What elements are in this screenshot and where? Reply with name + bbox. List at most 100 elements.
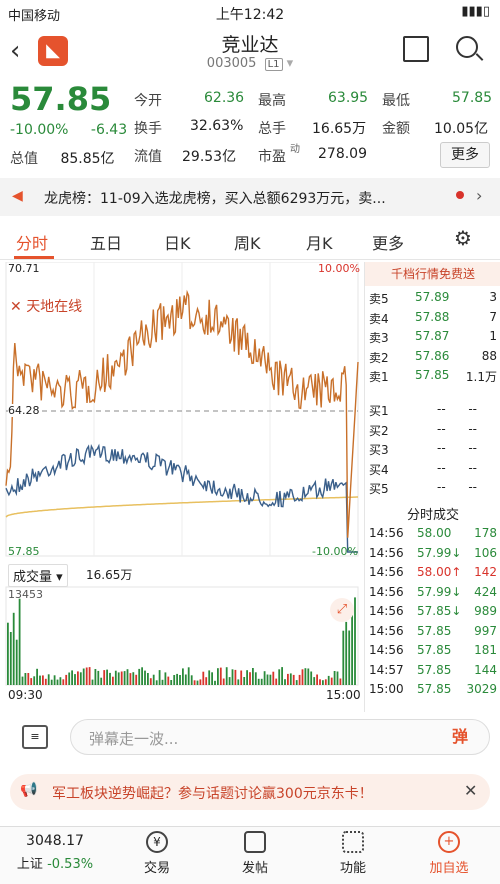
field-label: 金额 [382,121,410,137]
volume-bar [24,673,27,685]
cell-price: 57.85 [417,682,452,696]
price-line [5,289,359,538]
clock: 上午12:42 [215,7,285,23]
volume-bar [33,676,36,685]
cell-price: -- [437,421,446,436]
edit-icon [244,831,266,853]
danmaku-input[interactable]: 弹幕走一波... 弹 [70,719,490,755]
volume-bar [123,671,126,685]
cell-label: 买4 [369,462,389,477]
cell-vol: 424 [474,584,497,599]
nav-functions[interactable]: 功能 [318,831,388,876]
index-ticker[interactable]: 3048.17 上证 -0.53% [10,833,100,872]
nav-trade[interactable]: ¥ 交易 [122,831,192,876]
promo-banner[interactable]: 📢 军工板块逆势崛起？参与话题讨论赢300元京东卡！ ✕ [10,774,490,810]
total-value-label: 总值 [10,151,38,167]
cell-price: -- [437,402,446,416]
danmaku-placeholder: 弹幕走一波... [89,730,179,748]
tab-monthly-k[interactable]: 月K [306,234,333,253]
volume-bar [161,679,164,685]
danmaku-toggle-icon[interactable]: ≡ [22,725,48,749]
intraday-chart[interactable]: 70.71 10.00% 64.28 57.85 -10.00% ✕ 天地在线 … [0,261,364,712]
dropdown-icon[interactable]: ▾ [286,56,294,71]
cell-vol: -- [468,480,477,494]
cell-vol: 989 [474,604,497,618]
volume-bar [354,597,356,685]
tab-intraday[interactable]: 分时 [16,234,49,253]
close-icon[interactable]: ✕ [464,781,478,800]
cell-price: 57.86 [415,348,450,363]
cell-label: 卖1 [369,370,389,384]
cell-price: 57.88 [415,309,450,324]
trades-title[interactable]: 分时成交 [406,508,459,523]
volume-bar [272,671,275,685]
danmaku-send-icon[interactable]: 弹 [451,727,468,746]
volume-bar [74,674,76,685]
cell-price: 57.87 [415,329,450,343]
volume-bar [211,672,213,685]
volume-bar [158,670,161,685]
field-label: 流值 [134,149,162,165]
nav-add-watchlist[interactable]: + 加自选 [414,831,484,876]
volume-bar [298,674,301,685]
cell-price: 57.99↓ [417,545,462,560]
field-value: 62.36 [204,90,245,106]
volume-bar [269,674,272,685]
field-label: 市盈 [258,149,286,165]
field-label: 最高 [258,93,286,109]
cell-time: 14:56 [369,623,404,638]
volume-bar [342,630,345,685]
settings-gear-icon[interactable]: ⚙ [454,226,472,250]
volume-bar [313,677,316,685]
tab-five-day[interactable]: 五日 [90,234,123,253]
volume-bar [42,675,44,685]
order-level-row: 买4 -- -- [365,461,500,480]
volume-bar [234,669,237,685]
change-amount: -6.43 [90,122,128,138]
level-badge[interactable]: L1 [264,58,283,71]
volume-bar [327,675,330,685]
volume-bar [53,675,56,685]
volume-bar [176,673,178,685]
fullscreen-expand-icon[interactable]: ⤢ [330,598,354,622]
nav-functions-label: 功能 [339,861,366,876]
volume-bar [263,671,266,685]
volume-bar [170,680,173,685]
volume-selector[interactable]: 成交量 ▾ [8,564,68,587]
cell-vol: 142 [474,565,497,579]
share-icon[interactable] [403,36,429,62]
chevron-right-icon[interactable]: › [476,186,483,205]
cell-price: 57.85↓ [417,604,462,618]
more-button[interactable]: 更多 [440,142,490,168]
field-label: 最低 [382,93,410,109]
tab-weekly-k[interactable]: 周K [234,234,261,253]
volume-bar [278,669,281,685]
order-level-row: 卖5 57.89 3 [365,290,500,309]
trade-row: 14:56 57.99↓ 424 [365,585,500,604]
high-pct-label: 10.00% [318,262,360,275]
level2-promo[interactable]: 千档行情免费送 [365,262,500,286]
trade-row: 15:00 57.85 3029 [365,682,500,701]
tab-more[interactable]: 更多 [372,234,405,253]
cell-price: 57.99↓ [417,584,462,599]
back-icon[interactable]: ‹ [10,36,21,66]
nav-post-label: 发帖 [241,861,268,876]
trade-row: 14:57 57.85 144 [365,663,500,682]
tiandi-tag[interactable]: ✕ 天地在线 [10,299,83,315]
trade-row: 14:56 57.85↓ 989 [365,604,500,623]
nav-post[interactable]: 发帖 [220,831,290,876]
volume-bar [351,610,353,685]
volume-bar [71,670,73,685]
volume-bar [184,674,187,685]
news-bar[interactable]: ◀ 龙虎榜：11-09入选龙虎榜，买入总额6293万元，卖... › [0,178,500,216]
volume-max-label: 13453 [8,588,43,601]
volume-bar [129,673,132,685]
grid-icon [342,831,364,853]
cell-price: -- [437,480,446,494]
chart-svg [5,261,359,686]
search-icon[interactable] [456,36,478,58]
news-text: 龙虎榜：11-09入选龙虎榜，买入总额6293万元，卖... [44,191,386,207]
volume-bar [266,674,269,685]
tab-daily-k[interactable]: 日K [164,234,191,253]
field-value: 57.85 [452,90,493,106]
